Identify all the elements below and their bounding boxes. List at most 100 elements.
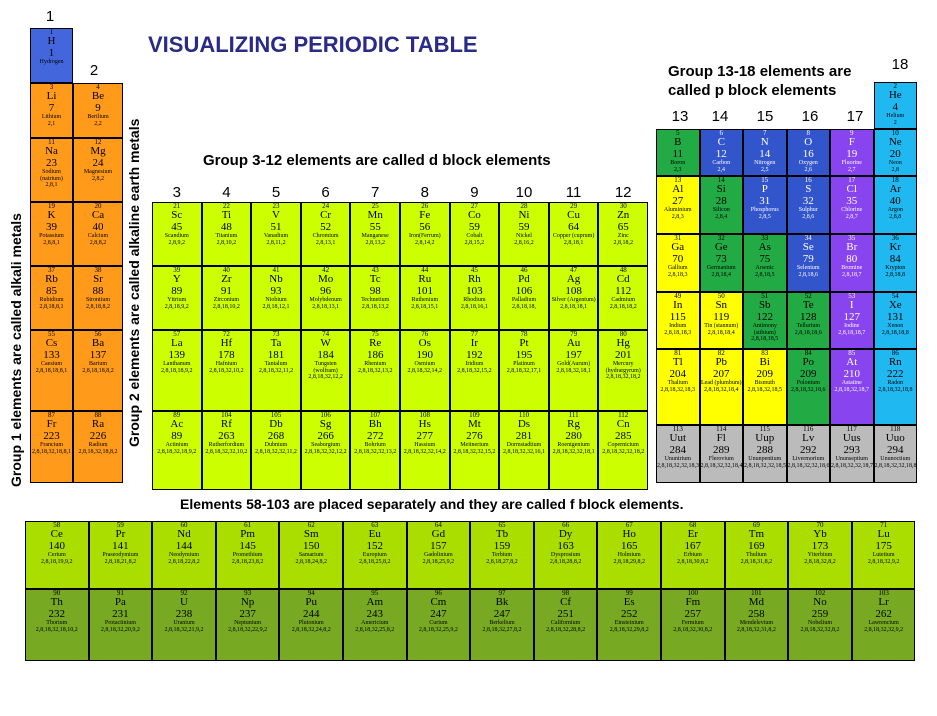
element-number: 114 xyxy=(716,425,727,433)
element-symbol: Fl xyxy=(716,432,726,445)
element-config: 2,8,18,2 xyxy=(613,239,633,246)
element-number: 63 xyxy=(371,521,379,529)
group-number-14: 14 xyxy=(711,108,729,125)
element-symbol: Na xyxy=(45,145,58,158)
element-symbol: Be xyxy=(91,90,105,103)
element-number: 64 xyxy=(434,521,442,529)
element-symbol: Ho xyxy=(622,528,636,541)
element-config: 2,8,18,10,2 xyxy=(212,303,240,310)
element-config: 2,8,18,3 xyxy=(668,271,688,278)
element-mass: 96 xyxy=(320,284,332,297)
element-be: 4 Be 9 Berilium 2,2 xyxy=(73,83,123,138)
element-symbol: Pa xyxy=(114,596,126,609)
element-pt: 78 Pt 195 Platinum 2,8,18,32,17,1 xyxy=(499,330,549,411)
element-name: Dormstadtium xyxy=(506,442,542,449)
element-am: 95 Am 243 Americium 2,8,18,32,25,8,2 xyxy=(343,589,407,661)
f-block-label: Elements 58-103 are placed separately an… xyxy=(180,496,684,512)
element-name: Technetium xyxy=(361,297,390,304)
element-mass: 209 xyxy=(756,367,774,380)
element-pd: 46 Pd 106 Palladium 2,8,18,18, xyxy=(499,266,549,330)
element-es: 99 Es 252 Einsteinium 2,8,18,32,29,8,2 xyxy=(597,589,661,661)
element-number: 112 xyxy=(618,411,629,419)
element-al: 13 Al 27 Aluminium 2,8,3 xyxy=(656,176,700,234)
element-mass: 165 xyxy=(620,539,638,552)
element-config: 2,8,18,32,32,14,2 xyxy=(403,448,446,455)
element-config: 2,8,18,28,8,2 xyxy=(549,558,582,565)
element-mass: 150 xyxy=(302,539,320,552)
element-number: 51 xyxy=(761,292,769,300)
element-symbol: Pu xyxy=(305,596,317,609)
element-name: Carbon xyxy=(712,160,731,167)
element-symbol: Ga xyxy=(671,241,685,254)
element-mass: 75 xyxy=(759,252,771,265)
element-mass: 112 xyxy=(615,284,632,297)
element-number: 37 xyxy=(48,266,55,274)
element-mass: 285 xyxy=(614,429,632,442)
element-config: 2,8,9,2 xyxy=(168,239,186,246)
element-name: Barium xyxy=(89,361,107,368)
element-br: 35 Br 80 Bromine 2,8,18,7 xyxy=(830,234,874,292)
element-number: 103 xyxy=(878,589,889,597)
element-name: Ununpentium xyxy=(748,456,782,463)
element-mass: 251 xyxy=(557,607,574,620)
element-mass: 11 xyxy=(672,147,684,160)
element-mass: 101 xyxy=(416,284,434,297)
element-config: 2,8,18,23,8,2 xyxy=(231,558,264,565)
element-o: 8 O 16 Oxygen 2,6 xyxy=(786,129,830,176)
element-config: 2,4 xyxy=(717,166,726,173)
element-number: 100 xyxy=(687,589,699,597)
element-symbol: Cr xyxy=(320,209,332,222)
element-mass: 277 xyxy=(416,429,434,442)
element-mass: 195 xyxy=(515,348,533,361)
element-mass: 201 xyxy=(614,348,632,361)
element-number: 96 xyxy=(434,589,442,597)
element-mass: 244 xyxy=(302,607,320,620)
element-symbol: Tc xyxy=(369,273,381,286)
element-name: Ytterbium xyxy=(807,552,833,559)
element-config: 2,8,18,32,32,11,2 xyxy=(255,448,297,455)
element-y: 39 Y 89 Yttrium 2,8,18,9,2 xyxy=(152,266,202,330)
element-nb: 41 Nb 93 Niobium 2,8,18,12,1 xyxy=(251,266,301,330)
element-symbol: Ba xyxy=(91,337,105,350)
element-mass: 48 xyxy=(220,220,232,233)
element-number: 99 xyxy=(625,589,633,597)
element-config: 2,8,18,31,8,2 xyxy=(740,558,773,565)
element-config: 2,8,18,32,17,1 xyxy=(506,367,542,374)
element-config: 2,8,18,32,24,8,2 xyxy=(291,626,331,633)
element-symbol: Sb xyxy=(758,299,771,312)
element-mass: 263 xyxy=(218,429,235,442)
element-config: 2,8,18,32,32,18,3 xyxy=(657,462,699,469)
element-config: 2,8,18,25,9,2 xyxy=(422,558,455,565)
element-config: 2,8,18,18,7 xyxy=(838,329,866,336)
element-symbol: Fr xyxy=(46,418,57,431)
element-config: 2,8,18,32,18,6 xyxy=(791,386,826,393)
element-name: Copernicium xyxy=(607,442,639,449)
element-name: Neptunium xyxy=(234,620,262,627)
element-kr: 36 Kr 84 Krypton 2,8,18,8 xyxy=(873,234,917,292)
element-cl: 17 Cl 35 Chlorine 2,8,7 xyxy=(830,176,874,234)
element-mass: 280 xyxy=(565,429,582,442)
element-mass: 137 xyxy=(89,348,107,361)
element-he: 2 He 4 Helium 2 xyxy=(873,82,917,129)
element-config: 2,8,18,32,18,3 xyxy=(660,386,696,393)
element-name: Californium xyxy=(550,620,581,627)
element-mass: 207 xyxy=(713,367,730,380)
element-symbol: In xyxy=(673,299,683,312)
element-name: Scandium xyxy=(164,233,189,240)
element-symbol: F xyxy=(848,136,855,149)
element-rf: 104 Rf 263 Rutherfordium 2,8,18,32,32,10,2 xyxy=(201,411,252,490)
element-symbol: Bi xyxy=(759,356,770,369)
element-config: 2,8,8,2 xyxy=(89,239,107,246)
element-config: 2,6 xyxy=(804,166,813,173)
element-name: Cobalt xyxy=(466,233,483,240)
element-name: Lead (plumbum) xyxy=(701,380,742,387)
element-number: 71 xyxy=(880,521,888,529)
element-config: 2,8,18,12,1 xyxy=(262,303,290,310)
element-config: 2,8,18,32,25,9,2 xyxy=(418,626,458,633)
element-symbol: I xyxy=(849,299,854,312)
group-number-12: 12 xyxy=(614,184,632,201)
element-number: 43 xyxy=(371,266,379,274)
element-name: Titanium xyxy=(215,233,238,240)
element-symbol: Co xyxy=(467,209,481,222)
element-number: 94 xyxy=(307,589,315,597)
